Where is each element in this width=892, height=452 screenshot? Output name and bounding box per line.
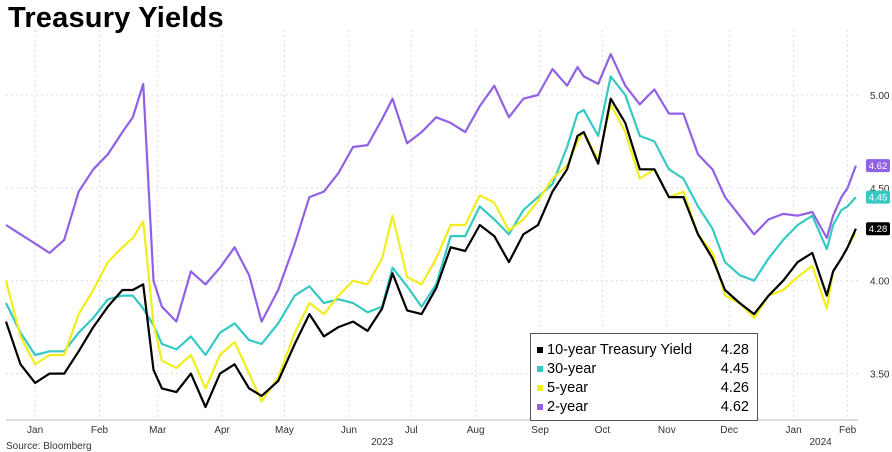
legend-label-2-year: 2-year: [547, 398, 589, 415]
chart-title: Treasury Yields: [8, 2, 224, 34]
x-year-label: 2024: [809, 437, 832, 448]
series-line-5-year: [4, 103, 857, 403]
x-tick-label: Jun: [341, 425, 357, 436]
series-line-2-year: [5, 52, 857, 323]
end-label-box: [866, 222, 890, 236]
end-label-2-year: 4.62: [866, 159, 890, 173]
y-tick-label: 4.00: [870, 277, 890, 288]
x-tick-label: Oct: [595, 425, 611, 436]
legend-swatch-2-year: [537, 403, 543, 410]
legend-value-30-year: 4.45: [720, 360, 749, 377]
legend-label-10-year: 10-year Treasury Yield: [547, 341, 693, 358]
end-label-10-year: 4.28: [866, 222, 890, 236]
x-tick-label: Jan: [786, 425, 802, 436]
legend-item-2-year: 2-year 4.62: [537, 397, 749, 416]
legend: 10-year Treasury Yield 4.28 30-year 4.45…: [530, 333, 758, 421]
legend-label-30-year: 30-year: [547, 360, 597, 377]
legend-item-10-year: 10-year Treasury Yield 4.28: [537, 340, 749, 359]
legend-label-5-year: 5-year: [547, 379, 589, 396]
legend-swatch-5-year: [537, 384, 543, 391]
x-axis: Jan Feb Mar Apr May Jun Jul Aug Sep Oct Nov Dec Jan F…: [6, 419, 858, 448]
source-note: Source: Bloomberg: [6, 441, 92, 452]
x-tick-label: Feb: [839, 425, 857, 436]
x-tick-label: Apr: [214, 425, 230, 436]
y-tick-label: 3.50: [870, 370, 890, 381]
end-label-text: 4.45: [869, 193, 888, 204]
legend-swatch-30-year: [537, 365, 543, 372]
x-tick-label: Mar: [149, 425, 167, 436]
legend-swatch-10-year: [537, 346, 543, 353]
series-line-30-year: [5, 75, 857, 357]
x-year-label: 2023: [371, 437, 394, 448]
legend-value-2-year: 4.62: [720, 398, 749, 415]
x-tick-label: Feb: [91, 425, 109, 436]
end-value-labels: 4.62 4.45 4.28: [866, 159, 890, 236]
end-label-text: 4.62: [869, 161, 888, 172]
x-tick-label: Sep: [531, 425, 549, 436]
y-tick-label: 5.00: [870, 91, 890, 102]
series-line-10-year: [4, 97, 857, 409]
y-axis: 3.50 4.00 4.50 5.00: [870, 91, 890, 381]
end-label-text: 4.28: [869, 224, 888, 235]
x-tick-label: Dec: [720, 425, 738, 436]
x-tick-label: Nov: [658, 425, 676, 436]
series-lines: [4, 52, 857, 409]
legend-item-30-year: 30-year 4.45: [537, 359, 749, 378]
end-label-box: [866, 159, 890, 173]
end-label-30-year: 4.45: [866, 190, 890, 204]
x-tick-label: Jul: [405, 425, 418, 436]
legend-value-10-year: 4.28: [720, 341, 749, 358]
x-tick-label: May: [275, 425, 294, 436]
x-tick-label: Aug: [467, 425, 485, 436]
x-tick-label: Jan: [27, 425, 43, 436]
y-tick-label: 4.50: [870, 184, 890, 195]
legend-value-5-year: 4.26: [720, 379, 749, 396]
legend-item-5-year: 5-year 4.26: [537, 378, 749, 397]
end-label-box: [866, 190, 890, 204]
